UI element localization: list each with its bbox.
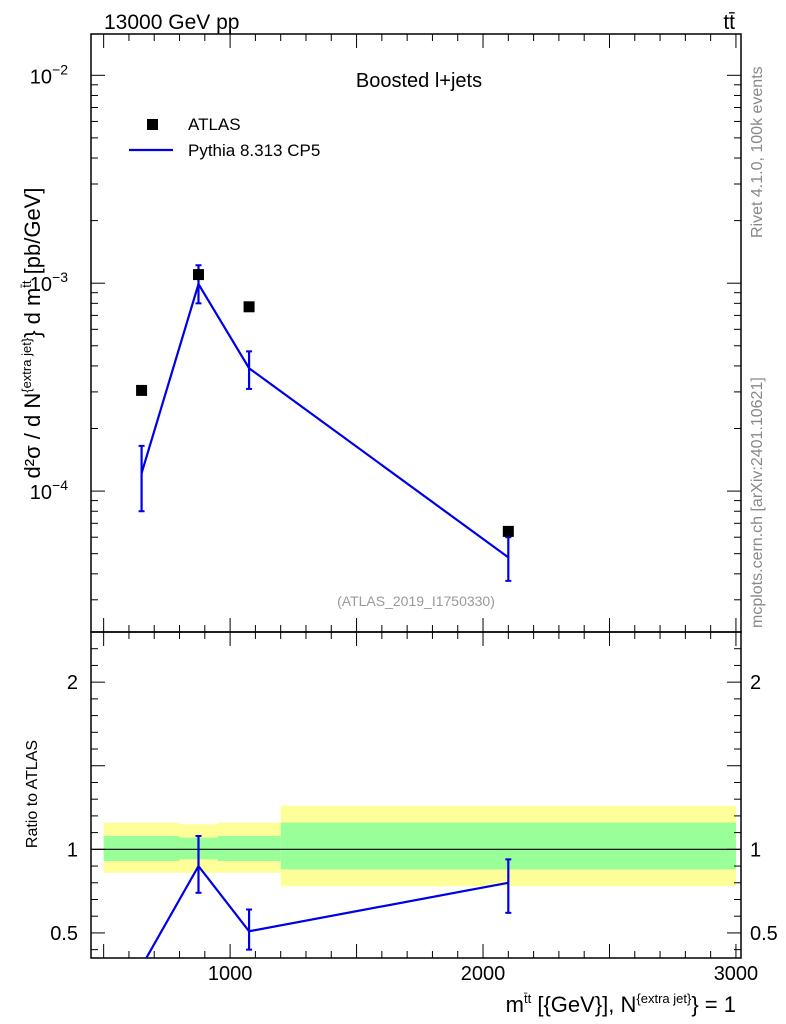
y-title-main: d²σ / d N [20, 393, 45, 479]
x-tick-label: 3000 [714, 963, 759, 985]
x-tick-label: 2000 [461, 963, 506, 985]
ratio-y-tick-label-right: 0.5 [750, 923, 778, 945]
main-y-tick-label: 10−2 [30, 61, 68, 88]
analysis-label: (ATLAS_2019_I1750330) [337, 593, 495, 609]
ratio-panel-frame [90, 631, 742, 959]
ratio-band-green [103, 835, 180, 862]
x-title-tail: } = 1 [691, 992, 736, 1017]
atlas-data-point [192, 269, 204, 281]
ratio-y-tick-label-right: 2 [750, 672, 761, 694]
x-title-mid: [{GeV}], N [531, 992, 636, 1017]
ratio-y-tick-label-left: 0.5 [50, 923, 78, 945]
main-y-axis-title: d²σ / d N{extra jet}} d mt̄t [pb/GeV] [19, 188, 45, 479]
atlas-data-point [136, 384, 148, 396]
legend-label-pythia: Pythia 8.313 CP5 [188, 141, 320, 160]
header-process-label: tt̄ [723, 11, 735, 34]
ratio-y-tick-label-right: 1 [750, 839, 761, 861]
x-title-main: m [506, 992, 524, 1017]
legend: ATLAS Pythia 8.313 CP5 [129, 115, 320, 160]
x-title-sup1: t̄t [524, 991, 532, 1006]
x-axis-title: mt̄t [{GeV}], N{extra jet}} = 1 [506, 991, 736, 1017]
tick-exponent: −3 [52, 269, 68, 285]
main-y-tick-label: 10−4 [30, 477, 68, 504]
legend-label-atlas: ATLAS [188, 115, 241, 134]
side-label-mcplots: mcplots.cern.ch [arXiv:2401.10621] [749, 377, 766, 628]
tick-base: 10 [30, 274, 52, 296]
ratio-y-tick-label-left: 2 [67, 672, 78, 694]
y-title-sup2: t̄t [19, 280, 34, 288]
y-title-mid: } d m [20, 288, 45, 338]
legend-marker-atlas [147, 119, 158, 130]
x-title-sup2: {extra jet} [636, 991, 692, 1006]
ratio-band-green [217, 835, 281, 862]
y-title-sup1: {extra jet} [19, 337, 34, 393]
pythia-curve [140, 281, 509, 559]
atlas-data-point [243, 301, 255, 313]
ratio-pythia-curve [145, 864, 509, 958]
header-collision-label: 13000 GeV pp [104, 11, 239, 34]
main-y-tick-label: 10−3 [30, 269, 68, 296]
tick-exponent: −4 [52, 477, 68, 493]
atlas-data-point [502, 525, 514, 537]
ratio-y-axis-title: Ratio to ATLAS [24, 740, 41, 848]
y-title-tail: [pb/GeV] [20, 188, 45, 281]
ratio-y-tick-label-left: 1 [67, 839, 78, 861]
x-tick-label: 1000 [208, 963, 253, 985]
tick-exponent: −2 [52, 61, 68, 77]
side-label-rivet: Rivet 4.1.0, 100k events [749, 66, 766, 238]
tick-base: 10 [30, 482, 52, 504]
tick-base: 10 [30, 66, 52, 88]
main-title: Boosted l+jets [356, 70, 482, 92]
